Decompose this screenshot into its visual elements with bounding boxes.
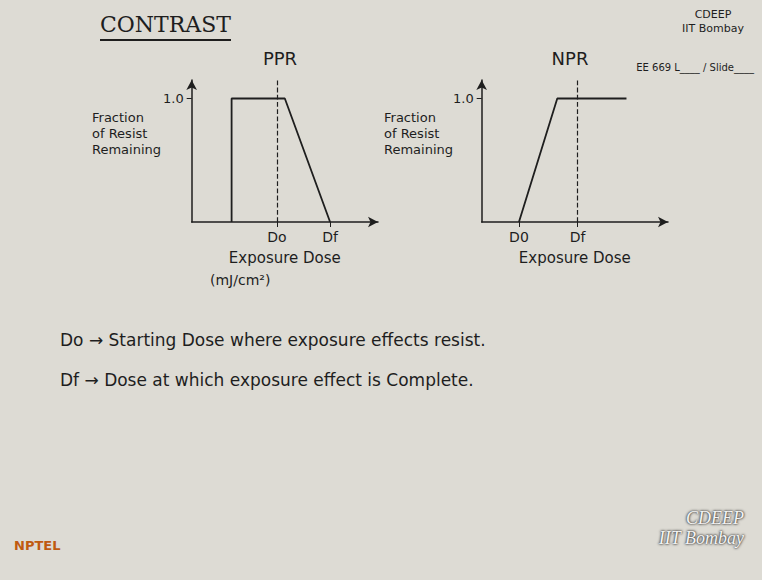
- html-text:NPTEL: NPTEL: [14, 538, 61, 553]
- html-text:IIT Bombay: IIT Bombay: [682, 22, 744, 35]
- html-text:(mJ/cm²): (mJ/cm²): [210, 272, 271, 288]
- svg-text:1.0: 1.0: [453, 91, 474, 106]
- svg-text:Exposure Dose: Exposure Dose: [519, 249, 631, 267]
- html-text:Fraction of Resist Remaining: Fraction of Resist Remaining: [92, 110, 161, 157]
- svg-text:D0: D0: [509, 229, 529, 245]
- svg-text:Exposure Dose: Exposure Dose: [229, 249, 341, 267]
- svg-text:PPR: PPR: [263, 48, 297, 69]
- html-text:IIT Bombay: IIT Bombay: [658, 528, 744, 548]
- html-text:EE 669 L____ / Slide____: EE 669 L____ / Slide____: [636, 62, 754, 73]
- svg-text:Df: Df: [570, 229, 587, 245]
- svg-text:NPR: NPR: [552, 48, 589, 69]
- html-text:CDEEP: CDEEP: [694, 8, 732, 21]
- html-text:Df → Dose at which exposure ef: Df → Dose at which exposure effect is Co…: [60, 370, 474, 390]
- html-text:Do → Starting Dose where expos: Do → Starting Dose where exposure effect…: [60, 330, 486, 350]
- html-text:Fraction of Resist Remaining: Fraction of Resist Remaining: [384, 110, 453, 157]
- html-text:CDEEP: CDEEP: [686, 508, 744, 528]
- html-text:CONTRAST: CONTRAST: [100, 12, 231, 37]
- svg-text:1.0: 1.0: [163, 91, 184, 106]
- svg-text:Df: Df: [322, 229, 339, 245]
- svg-text:Do: Do: [267, 229, 286, 245]
